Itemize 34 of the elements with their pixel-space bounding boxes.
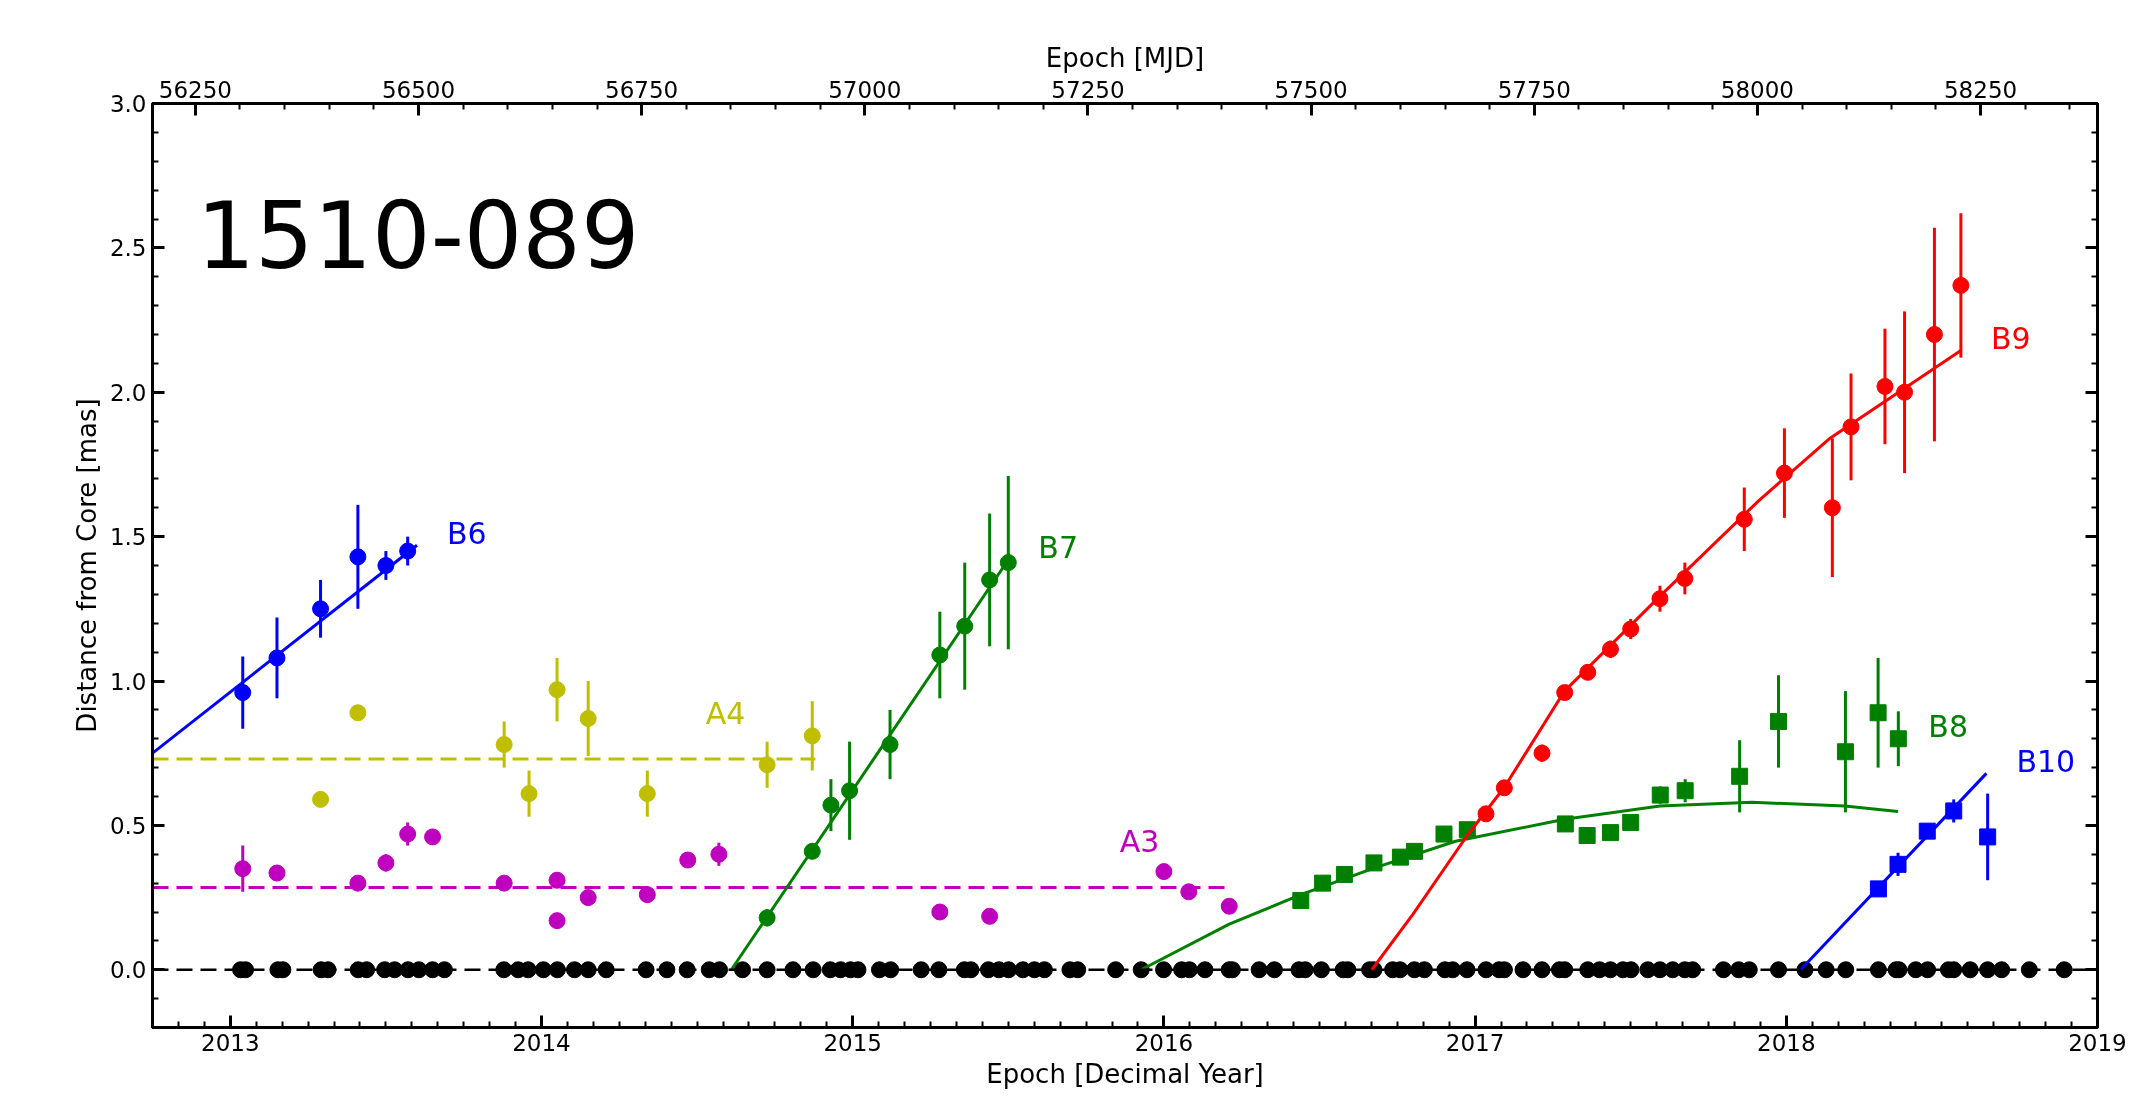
y-tick-label: 2.0 — [109, 379, 147, 406]
series-label: B6 — [447, 515, 487, 551]
x2-axis-title: Epoch [MJD] — [1045, 42, 1205, 73]
y-tick-label: 0.5 — [109, 812, 147, 839]
y-tick-label: 1.5 — [109, 524, 147, 551]
x2-tick-label: 57750 — [1497, 76, 1571, 103]
y-tick-label: 3.0 — [109, 91, 147, 117]
series-label: B10 — [2016, 743, 2076, 779]
x2-tick-label: 57500 — [1274, 76, 1348, 103]
x-axis-title: Epoch [Decimal Year] — [986, 1058, 1264, 1089]
text: 1510-089 — [196, 182, 640, 290]
series-label: A4 — [705, 695, 746, 731]
x2-tick-label: 56500 — [381, 76, 456, 103]
y-tick-label: 2.5 — [109, 235, 147, 262]
x-tick-label: 2017 — [1445, 1029, 1505, 1056]
x-tick-label: 2019 — [2068, 1029, 2127, 1056]
series-label: A3 — [1119, 824, 1160, 860]
x2-tick-label: 56750 — [605, 76, 679, 103]
x2-tick-label: 57250 — [1051, 76, 1125, 103]
x-tick-label: 2018 — [1757, 1029, 1816, 1056]
series-label: B8 — [1928, 709, 1968, 745]
x2-tick-label: 58250 — [1943, 76, 2018, 103]
y-axis-title: Distance from Core [mas] — [71, 398, 102, 733]
x-tick-label: 2014 — [512, 1029, 571, 1056]
x2-tick-label: 56250 — [158, 76, 232, 103]
x2-tick-label: 58000 — [1720, 76, 1794, 103]
x-tick-label: 2015 — [823, 1029, 882, 1056]
series-label: B9 — [1990, 320, 2031, 356]
x2-tick-label: 57000 — [828, 76, 902, 103]
series-label: B7 — [1038, 530, 1078, 566]
x-tick-label: 2013 — [201, 1029, 260, 1056]
y-tick-label: 0.0 — [109, 957, 147, 984]
x-tick-label: 2016 — [1134, 1029, 1194, 1056]
y-tick-label: 1.0 — [109, 668, 147, 695]
